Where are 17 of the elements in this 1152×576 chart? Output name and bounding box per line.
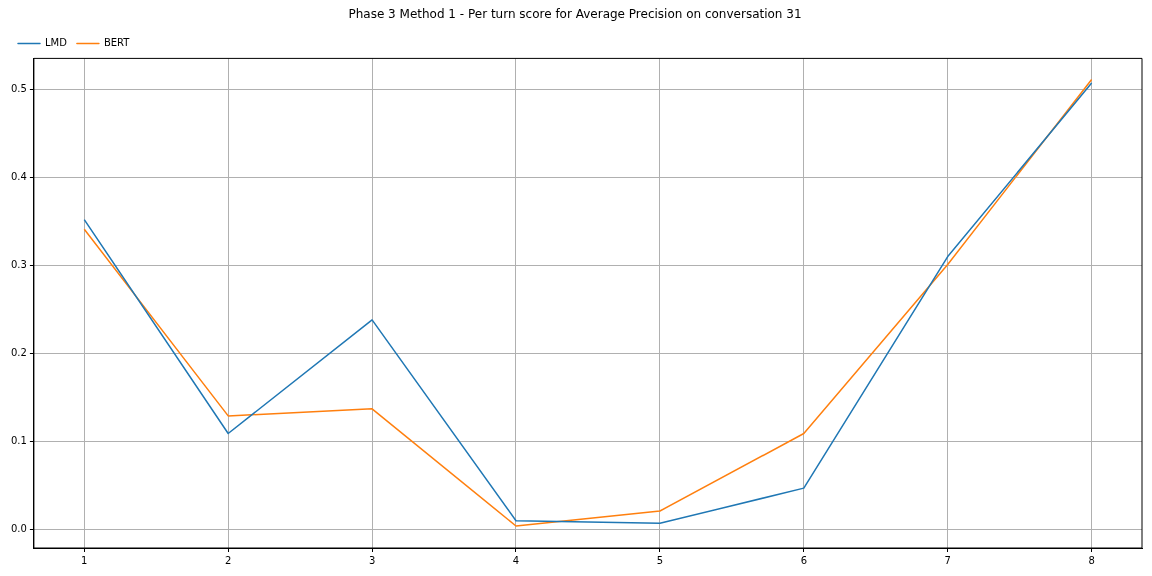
legend-label: LMD (45, 36, 68, 48)
x-tick-label: 4 (512, 554, 520, 566)
x-tick-label: 3 (368, 554, 376, 566)
x-tick-label: 8 (1088, 554, 1095, 566)
x-tick-label: 2 (224, 554, 232, 566)
x-tick-label: 7 (944, 554, 951, 566)
y-tick-label: 0.5 (11, 82, 27, 94)
y-tick-label: 0.1 (11, 435, 27, 447)
x-tick-label: 1 (81, 554, 88, 566)
x-tick-label: 5 (656, 554, 664, 566)
y-tick-label: 0.0 (11, 523, 27, 535)
y-tick-label: 0.3 (11, 258, 27, 270)
chart-title: Phase 3 Method 1 - Per turn score for Average Precision on conversation 31 (348, 7, 802, 22)
y-tick-label: 0.2 (11, 346, 27, 358)
y-tick-label: 0.4 (11, 170, 27, 182)
x-tick-label: 6 (800, 554, 807, 566)
legend-label: BERT (103, 36, 131, 48)
